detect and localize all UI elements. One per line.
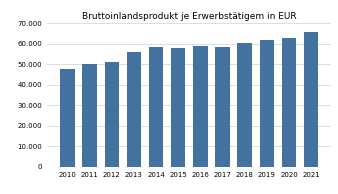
Bar [238, 43, 252, 167]
Bar [82, 64, 97, 167]
Bar [304, 32, 318, 167]
Bar [127, 52, 141, 167]
Bar [282, 38, 296, 167]
Bar [149, 48, 163, 167]
Bar [193, 46, 208, 167]
Bar [104, 62, 119, 167]
Bar [260, 40, 274, 167]
Bar [171, 48, 186, 167]
Bar [60, 69, 75, 167]
Bar [215, 48, 230, 167]
Title: Bruttoinlandsprodukt je Erwerbstätigem in EUR: Bruttoinlandsprodukt je Erwerbstätigem i… [82, 12, 296, 21]
